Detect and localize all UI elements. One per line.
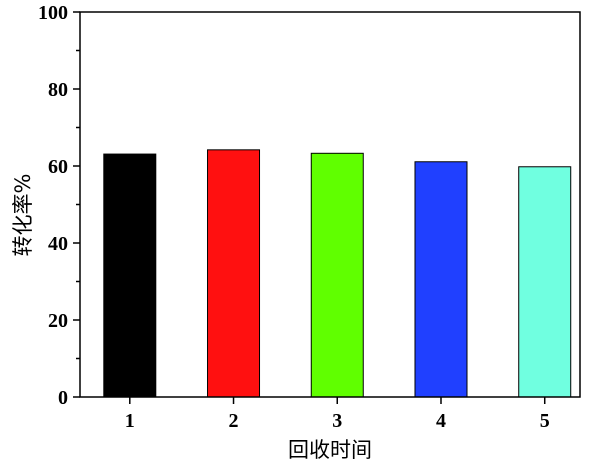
y-tick-label: 80 [48, 79, 68, 101]
bar-2 [207, 149, 261, 398]
bars [103, 149, 572, 398]
bar-5 [518, 166, 572, 398]
x-axis-label: 回收时间 [288, 438, 372, 462]
bar-3 [310, 152, 364, 398]
x-tick-label: 4 [436, 410, 446, 432]
bar-4 [414, 161, 468, 398]
plot-frame [79, 11, 581, 398]
x-tick-label: 2 [229, 410, 239, 432]
x-tick-label: 3 [332, 410, 342, 432]
y-tick-label: 20 [48, 310, 68, 332]
y-tick-label: 100 [38, 2, 68, 24]
y-tick-label: 40 [48, 233, 68, 255]
y-tick-label: 0 [58, 387, 68, 409]
x-axis-ticks: 1 2 3 4 5 [125, 397, 550, 432]
bar-1 [103, 153, 157, 398]
y-axis-label: 转化率% [11, 174, 35, 257]
x-tick-label: 5 [540, 410, 550, 432]
x-tick-label: 1 [125, 410, 135, 432]
y-tick-label: 60 [48, 156, 68, 178]
y-axis-ticks: 0 20 40 60 80 100 [38, 2, 80, 409]
